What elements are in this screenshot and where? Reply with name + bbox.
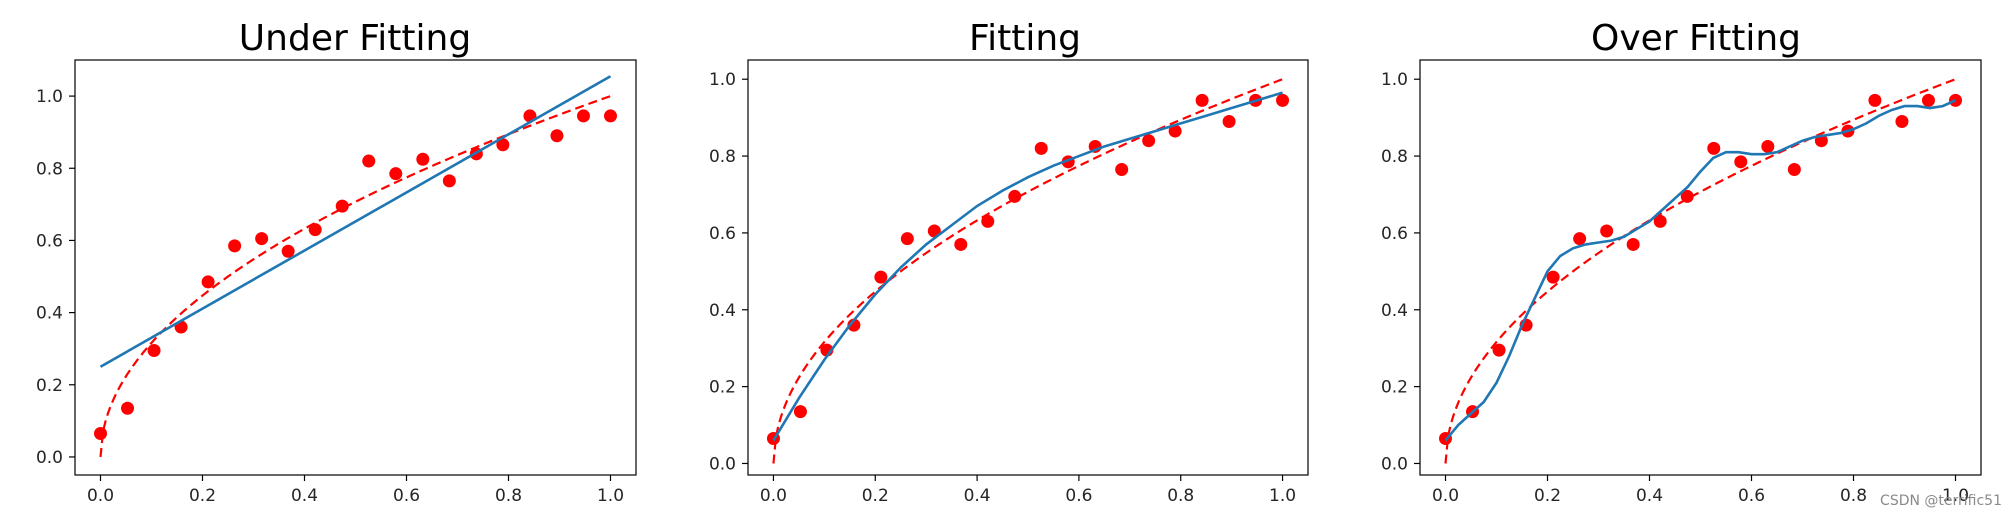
- data-point: [1142, 134, 1156, 148]
- y-tick-label: 0.8: [709, 147, 736, 167]
- data-point: [900, 232, 914, 246]
- data-point: [1573, 232, 1587, 246]
- x-tick-label: 0.6: [1738, 486, 1765, 506]
- data-point: [1600, 224, 1614, 238]
- data-point: [1492, 343, 1506, 357]
- data-point: [362, 154, 376, 168]
- data-point: [576, 109, 590, 123]
- y-tick-label: 0.8: [36, 159, 63, 179]
- x-tick-label: 0.8: [495, 486, 522, 506]
- y-tick-label: 1.0: [709, 70, 736, 90]
- data-point: [281, 244, 295, 258]
- data-point: [94, 427, 107, 440]
- data-point: [308, 223, 322, 237]
- chart-fitting: Fitting 0.0 0.2 0.4 0.6 0.8 1.0 0.0 0.2 0.4 0.6 0.…: [709, 18, 1309, 506]
- y-tick-label: 0.6: [1381, 224, 1408, 244]
- y-tick-label: 0.4: [1381, 301, 1408, 321]
- data-point: [1034, 141, 1048, 155]
- true-curve-line: [772, 78, 1283, 464]
- watermark: CSDN @terrific51: [1880, 493, 2002, 509]
- y-tick-label: 1.0: [36, 87, 63, 107]
- data-point: [1895, 114, 1909, 128]
- x-tick-label: 0.8: [1840, 486, 1867, 506]
- chart-title: Under Fitting: [239, 18, 471, 59]
- data-point: [1761, 139, 1775, 153]
- data-point: [1707, 141, 1721, 155]
- x-tick-label: 0.2: [862, 486, 889, 506]
- data-point: [1734, 155, 1748, 169]
- data-point: [1195, 93, 1209, 107]
- plot-frame: [1419, 59, 1982, 476]
- x-tick-label: 1.0: [597, 486, 624, 506]
- chart-title: Over Fitting: [1591, 18, 1801, 59]
- x-tick-label: 0.6: [1065, 486, 1092, 506]
- data-point: [255, 232, 269, 246]
- plot-frame: [747, 59, 1309, 476]
- data-point: [389, 167, 403, 181]
- data-point: [416, 152, 430, 166]
- fit-line: [99, 75, 612, 368]
- x-tick-label: 0.6: [393, 486, 420, 506]
- data-point: [442, 174, 456, 188]
- x-tick-label: 0.4: [964, 486, 991, 506]
- x-tick-label: 1.0: [1942, 486, 1969, 506]
- data-point: [1626, 237, 1640, 251]
- data-point: [1787, 163, 1801, 177]
- x-tick-label: 1.0: [1269, 486, 1296, 506]
- data-point: [1680, 189, 1694, 203]
- data-point: [550, 129, 564, 143]
- data-point: [147, 344, 161, 357]
- data-point: [1546, 270, 1560, 284]
- true-curve-line: [1444, 78, 1956, 464]
- x-tick-label: 0.2: [189, 486, 216, 506]
- y-tick-label: 0.4: [36, 304, 63, 324]
- x-tick-label: 0.4: [291, 486, 318, 506]
- y-tick-label: 0.2: [709, 378, 736, 398]
- true-curve-line: [99, 95, 611, 458]
- x-tick-label: 0.0: [1432, 486, 1459, 506]
- data-point: [1868, 93, 1882, 107]
- fit-line: [772, 91, 1283, 442]
- data-point: [201, 275, 215, 289]
- x-tick-label: 0.8: [1167, 486, 1194, 506]
- y-tick-label: 0.0: [1381, 454, 1408, 474]
- y-tick-label: 0.6: [36, 231, 63, 251]
- data-point: [335, 199, 349, 213]
- data-point: [1008, 189, 1022, 203]
- data-point: [1653, 214, 1667, 228]
- data-point: [793, 405, 807, 419]
- x-tick-label: 0.4: [1636, 486, 1663, 506]
- y-tick-label: 1.0: [1381, 70, 1408, 90]
- data-point: [1168, 124, 1182, 138]
- x-tick-label: 0.2: [1534, 486, 1561, 506]
- data-point: [847, 318, 861, 332]
- y-tick-label: 0.8: [1381, 147, 1408, 167]
- y-tick-label: 0.0: [709, 454, 736, 474]
- data-point: [1115, 163, 1129, 177]
- chart-over-fitting: Over Fitting 0.0 0.2 0.4 0.6 0.8 1.0 0.0 0.2 0.4…: [1381, 18, 1982, 506]
- y-tick-label: 0.2: [1381, 378, 1408, 398]
- data-point: [1949, 93, 1962, 107]
- data-point: [1222, 114, 1236, 128]
- data-point: [496, 138, 510, 152]
- x-tick-label: 0.0: [760, 486, 787, 506]
- chart-under-fitting: Under Fitting 0.0 0.2 0.4 0.6 0.8 1.0 0.0 0.2 0.…: [36, 18, 637, 506]
- data-point: [121, 401, 135, 415]
- data-point: [954, 237, 968, 251]
- y-tick-label: 0.4: [709, 301, 736, 321]
- data-point: [874, 270, 888, 284]
- y-tick-label: 0.0: [36, 448, 63, 468]
- data-point: [1276, 93, 1290, 107]
- data-point: [604, 109, 617, 123]
- data-point: [228, 239, 242, 253]
- data-point: [981, 214, 995, 228]
- y-tick-label: 0.6: [709, 224, 736, 244]
- x-tick-label: 0.0: [87, 486, 114, 506]
- chart-title: Fitting: [969, 18, 1081, 59]
- plot-frame: [74, 59, 637, 476]
- fit-line: [1444, 99, 1957, 442]
- y-tick-label: 0.2: [36, 376, 63, 396]
- data-point: [1921, 93, 1935, 107]
